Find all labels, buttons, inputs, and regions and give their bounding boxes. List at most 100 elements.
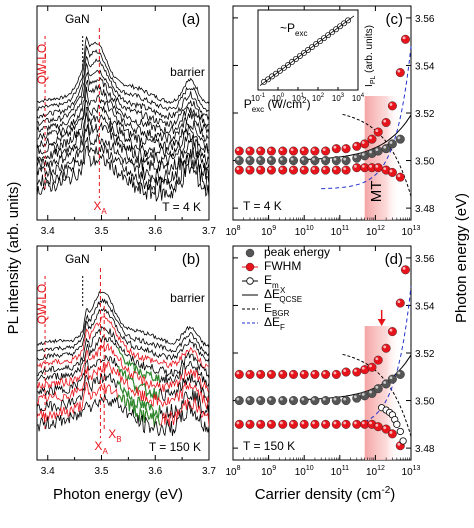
point-highlight (312, 397, 315, 401)
x-tick-label: 3.5 (95, 226, 109, 237)
point-highlight (322, 421, 326, 425)
x-tick-label: 109 (261, 225, 276, 238)
point-highlight (247, 157, 250, 161)
panel-label: (c) (386, 11, 404, 28)
inset-point (269, 73, 275, 80)
fwhm-point (278, 165, 288, 175)
point-highlight (247, 167, 250, 171)
spectrum-line (37, 79, 209, 143)
fwhm-point (278, 369, 288, 379)
point-highlight (268, 148, 272, 152)
point-highlight (343, 167, 347, 171)
em-point (396, 427, 404, 436)
spectrum-line (37, 298, 209, 357)
point-highlight (301, 421, 305, 425)
x-tick-label: 3.6 (148, 466, 162, 477)
x-tick-label: 3.7 (202, 226, 216, 237)
fwhm-point (373, 422, 383, 432)
inset-point (325, 32, 331, 39)
point-highlight (375, 164, 379, 168)
point-highlight (361, 393, 365, 396)
peak-energy-point (266, 396, 276, 406)
fwhm-point (288, 146, 298, 156)
x-tick-label: 1012 (366, 225, 385, 238)
peak-energy-point (256, 396, 266, 406)
fwhm-point (395, 172, 405, 182)
inset-point (277, 67, 283, 74)
fwhm-point (299, 369, 309, 379)
point-highlight (333, 371, 337, 375)
inset-point (289, 58, 295, 65)
inset-point (337, 23, 343, 30)
y-tick-label: 3.56 (415, 14, 435, 25)
right-x-axis-label: Carrier density (cm-2) (255, 485, 396, 503)
fwhm-point (373, 355, 383, 365)
peak-energy-point (234, 396, 244, 406)
fwhm-point (321, 369, 331, 379)
qw-lo-label: QW-LO (35, 284, 49, 324)
spectrum-line (37, 99, 209, 158)
plot-frame (36, 5, 210, 221)
point-highlight (383, 381, 387, 384)
y-tick-label: 3.48 (415, 204, 435, 215)
x-tick-label: 108 (225, 465, 240, 478)
peak-energy-point (299, 156, 309, 166)
inset-point (293, 55, 299, 62)
point-highlight (279, 421, 283, 425)
peak-energy-point (245, 156, 255, 166)
x-tick-label: 1013 (402, 225, 421, 238)
spectrum-line (37, 393, 209, 437)
spectrum-line (37, 44, 209, 113)
inset-x-tick-label: 103 (332, 93, 345, 103)
y-tick-label: 3.54 (415, 301, 435, 312)
point-highlight (279, 148, 283, 152)
spectra-group (37, 290, 209, 437)
barrier-label: barrier (170, 65, 205, 79)
inset-x-tick-label: 104 (352, 93, 365, 103)
fwhm-point (387, 327, 397, 337)
point-highlight (290, 397, 294, 401)
panel-label: (b) (182, 251, 200, 268)
x-tick-label: 1010 (295, 465, 314, 478)
fwhm-point (352, 419, 362, 429)
point-highlight (353, 164, 357, 168)
peak-energy-point (395, 369, 405, 379)
fwhm-point (299, 146, 309, 156)
point-highlight (343, 157, 347, 161)
inset-point (285, 62, 291, 69)
peak-energy-point (245, 396, 255, 406)
point-highlight (312, 421, 315, 425)
x-a-label: XA (93, 199, 107, 216)
point-highlight (397, 442, 401, 446)
panel-a: 3.4 3.5 3.6 3.7 GaN (a) QW-LO barrier XA T = 4 K (35, 5, 216, 237)
point-highlight (279, 397, 283, 401)
spectrum-line (37, 290, 209, 349)
point-highlight (312, 157, 315, 161)
x-tick-label: 108 (225, 225, 240, 238)
point-highlight (247, 397, 250, 401)
point-highlight (301, 167, 305, 171)
point-highlight (279, 167, 283, 171)
mt-label: MT (368, 181, 385, 203)
point-highlight (236, 157, 240, 161)
point-highlight (343, 369, 347, 373)
fwhm-point (234, 369, 244, 379)
point-highlight (236, 167, 240, 171)
spectrum-line (37, 326, 209, 379)
point-highlight (375, 385, 379, 389)
point-highlight (257, 371, 261, 375)
inset-label: ~Pexc (280, 21, 307, 38)
temperature-label: T = 4 K (162, 200, 201, 214)
fwhm-point (373, 163, 383, 173)
y-tick-label: 3.54 (415, 61, 435, 72)
fwhm-point (395, 298, 405, 308)
spectrum-line (37, 86, 209, 152)
point-highlight (353, 155, 357, 159)
x-tick-label: 3.5 (95, 466, 109, 477)
point-highlight (369, 150, 372, 154)
point-highlight (257, 157, 261, 161)
x-tick-label: 3.4 (41, 466, 55, 477)
point-highlight (257, 421, 261, 425)
peak-energy-point (321, 396, 331, 406)
